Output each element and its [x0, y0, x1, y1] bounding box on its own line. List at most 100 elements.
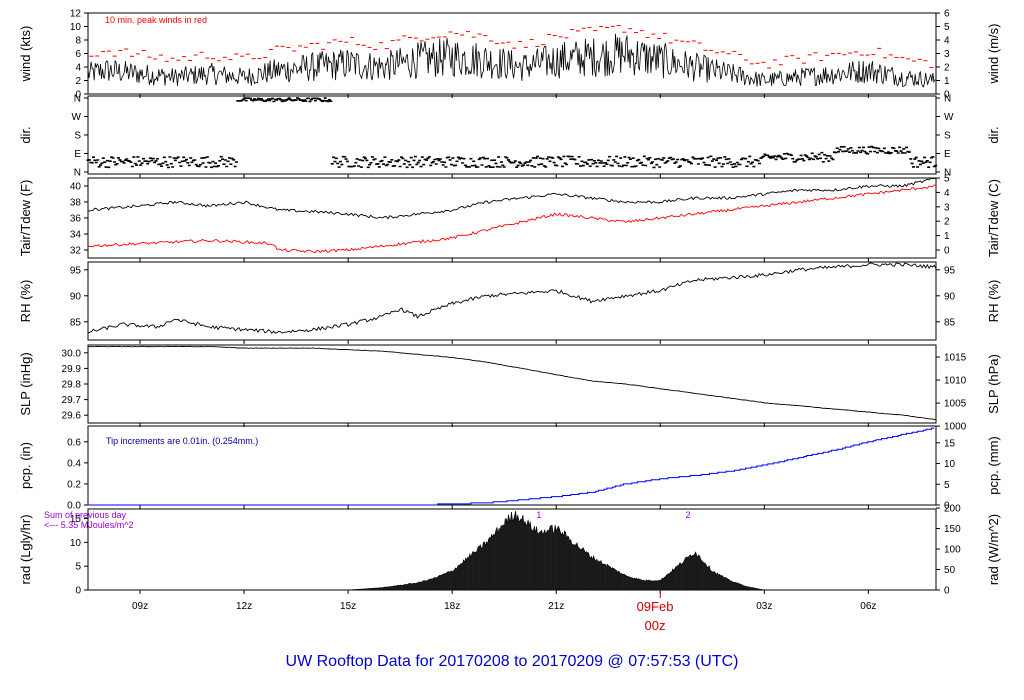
y-tick-label-right: 1010 [944, 376, 967, 387]
y-tick-label-right: 85 [944, 317, 956, 328]
panel-temperature: Tair/Tdew (F) Tair/Tdew (C)32343638400123… [18, 174, 1001, 262]
radiation-marker: 2 [686, 510, 691, 520]
y-tick-label-left: 8 [75, 36, 81, 47]
y-tick-label-right: 6 [944, 9, 950, 20]
y-tick-label-right: 5 [944, 22, 950, 33]
y-tick-label-left: 36 [70, 214, 82, 225]
x-tick-label: 09z [132, 601, 148, 612]
y-label-left: rad (Lgly/hr) [18, 514, 33, 584]
y-label-left: RH (%) [18, 280, 33, 323]
wind-annotation: 10 min. peak winds in red [105, 15, 207, 25]
y-tick-label-right: 1 [944, 231, 950, 242]
y-label-right: rad (W/m^2) [986, 514, 1001, 585]
y-tick-label-right: 1015 [944, 353, 967, 364]
y-tick-label-right: N [944, 94, 951, 105]
y-tick-label-left: 10 [70, 538, 82, 549]
y-tick-label-right: 1000 [944, 422, 967, 433]
y-tick-label-left: 0.6 [67, 437, 81, 448]
y-tick-label-right: S [944, 131, 951, 142]
y-tick-label-right: 1 [944, 76, 950, 87]
y-tick-label-right: 15 [944, 438, 956, 449]
y-tick-label-left: 29.9 [62, 364, 82, 375]
y-tick-label-left: 40 [70, 182, 82, 193]
y-tick-label-right: 10 [944, 459, 956, 470]
series-precip [88, 427, 935, 506]
x-tick-label: 12z [236, 601, 252, 612]
y-tick-label-left: 0.2 [67, 479, 81, 490]
y-tick-label-left: 12 [70, 9, 82, 20]
y-tick-label-right: 150 [944, 524, 961, 535]
y-tick-label-left: 29.6 [62, 411, 82, 422]
y-tick-label-right: 0 [944, 586, 950, 597]
y-tick-label-right: 0 [944, 246, 950, 257]
y-tick-label-right: 3 [944, 202, 950, 213]
y-tick-label-right: 5 [944, 174, 950, 185]
y-tick-label-left: 95 [70, 265, 82, 276]
y-label-left: wind (kts) [18, 26, 33, 83]
x-axis: 09Feb 00z 09z 12z 15z 18z 21z 03z 06z [132, 590, 876, 633]
y-tick-label-left: 5 [75, 562, 81, 573]
y-tick-label-right: 2 [944, 217, 950, 228]
y-tick-label-left: 0 [75, 90, 81, 101]
y-tick-label-left: 6 [75, 49, 81, 60]
x-tick-label: 06z [860, 601, 876, 612]
series-air-temperature [87, 177, 937, 220]
y-tick-label-right: 90 [944, 291, 956, 302]
y-tick-label-left: 32 [70, 246, 82, 257]
date-marker-hour: 00z [645, 618, 666, 633]
y-tick-label-right: 4 [944, 188, 950, 199]
y-tick-label-left: N [74, 94, 81, 105]
y-tick-label-right: N [944, 168, 951, 179]
x-tick-label: 18z [444, 601, 460, 612]
panel-precipitation: pcp. (in) pcp. (mm) 0.0 0.2 0.4 0.6 0 5 10 15 Tip … [18, 425, 1001, 512]
y-label-left: pcp. (in) [18, 442, 33, 489]
y-tick-label-left: S [74, 131, 81, 142]
y-tick-label-right: 5 [944, 480, 950, 491]
y-tick-label-left: 30.0 [62, 348, 82, 359]
series-pressure [87, 345, 937, 421]
y-tick-label-left: 38 [70, 198, 82, 209]
date-marker-label: 09Feb [637, 599, 674, 614]
y-tick-label-left: 0.4 [67, 458, 81, 469]
y-tick-label-left: 85 [70, 317, 82, 328]
y-tick-label-right: 1005 [944, 399, 967, 410]
series-wind [87, 33, 936, 88]
y-tick-label-left: 0 [75, 586, 81, 597]
y-tick-label-right: 50 [944, 565, 956, 576]
series-direction [86, 97, 938, 169]
y-tick-label-left: 29.8 [62, 380, 82, 391]
y-tick-label-right: 0 [944, 90, 950, 101]
y-tick-label-right: 100 [944, 545, 961, 556]
y-tick-label-right: 0 [944, 501, 950, 512]
panel-frame [87, 344, 937, 424]
y-tick-label-left: 29.7 [62, 395, 82, 406]
y-label-right: SLP (hPa) [986, 354, 1001, 414]
y-tick-label-right: 4 [944, 36, 950, 47]
x-tick-label: 21z [548, 601, 564, 612]
panel-frame [87, 425, 937, 506]
radiation-bars [348, 511, 764, 590]
y-label-right: dir. [986, 126, 1001, 143]
y-tick-label-left: 34 [70, 230, 82, 241]
y-tick-label-left: 4 [75, 63, 81, 74]
y-tick-label-left: W [72, 112, 82, 123]
x-tick-label: 03z [756, 601, 772, 612]
y-tick-label-left: 0.0 [67, 501, 81, 512]
panel-radiation: rad (Lgly/hr) rad (W/m^2)0510150501001502… [18, 504, 1001, 597]
y-tick-label-right: 3 [944, 49, 950, 60]
y-label-right: wind (m/s) [986, 24, 1001, 85]
y-tick-label-left: 2 [75, 76, 81, 87]
y-label-right: pcp. (mm) [986, 436, 1001, 495]
y-label-left: dir. [18, 126, 33, 143]
page-title: UW Rooftop Data for 20170208 to 20170209… [286, 653, 739, 670]
radiation-annotation-line: Sum of previous day [44, 510, 127, 520]
radiation-annotation-line: <--- 5.35 MJoules/m^2 [44, 520, 134, 530]
y-label-right: RH (%) [986, 280, 1001, 323]
panel-pressure: SLP (inHg) SLP (hPa) 29.6 29.7 29.8 29.9 30.0 1… [18, 344, 1001, 433]
y-tick-label-left: 90 [70, 291, 82, 302]
y-tick-label-right: 2 [944, 63, 950, 74]
y-label-left: Tair/Tdew (F) [18, 180, 33, 257]
